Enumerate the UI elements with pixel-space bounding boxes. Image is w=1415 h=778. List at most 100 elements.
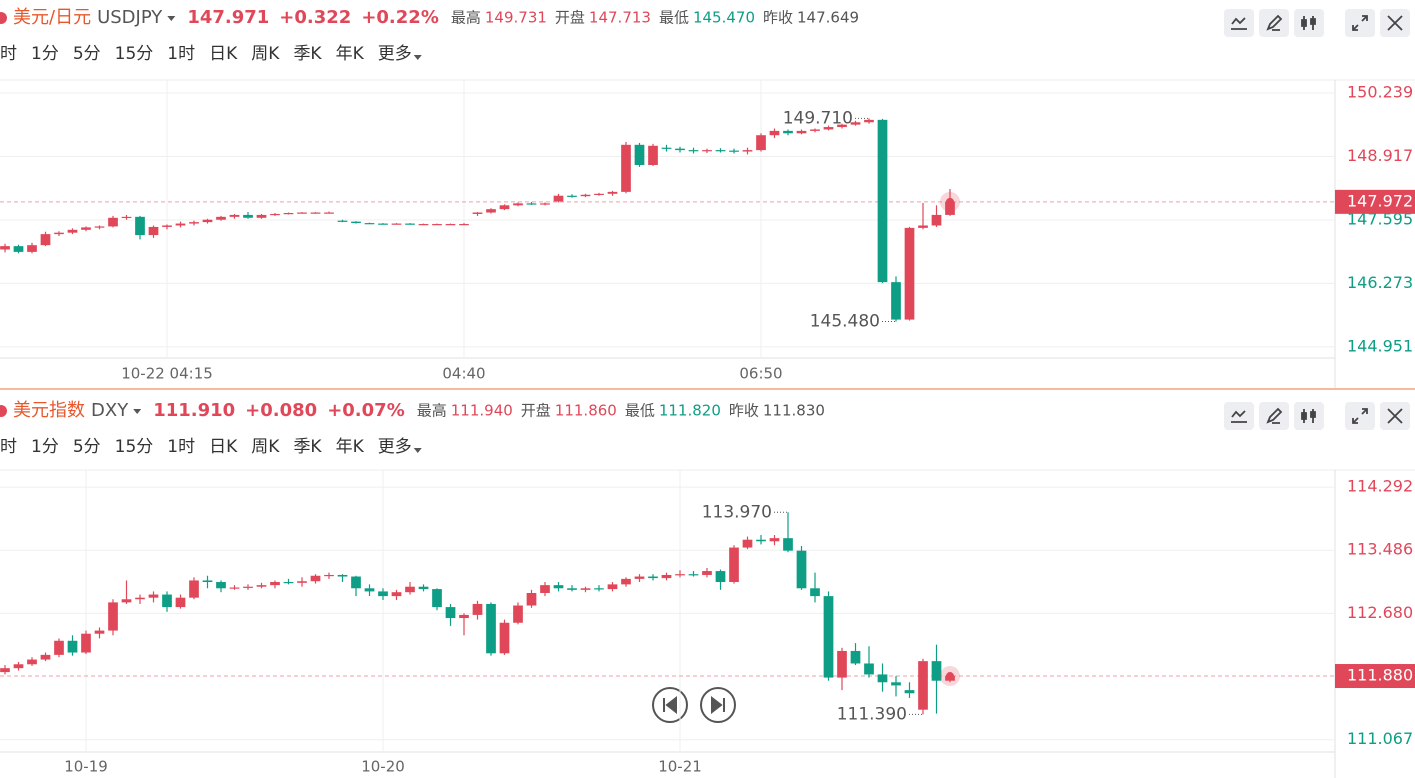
candle-body [459,224,469,226]
candle-body [13,246,24,252]
candle-body [931,214,942,226]
candle-body [13,664,24,669]
candle-body [162,594,172,608]
price-change-pct: +0.22% [361,7,439,28]
period-tab[interactable]: 15分 [115,437,154,457]
candle-body [877,119,888,283]
candle-body [634,576,645,579]
candle-body [94,226,105,228]
candle-body [756,135,766,151]
candle-body [891,282,901,320]
candle-body [553,195,564,202]
instrument-name: 美元指数 [13,400,85,421]
candle-body [432,224,442,226]
candle-body [675,148,685,151]
price-change-pct: +0.07% [327,400,405,421]
toolbar-button[interactable] [1345,9,1375,37]
x-tick-label: 10-21 [658,758,702,776]
period-tab[interactable]: 5分 [73,437,101,457]
y-tick-label: 150.239 [1347,83,1413,102]
symbol-caret[interactable] [167,16,176,21]
stat-label: 昨收 [729,402,759,420]
period-tab[interactable]: 5分 [73,44,101,64]
candle-body [796,550,807,589]
instrument-symbol[interactable]: USDJPY [97,7,163,28]
period-tab[interactable]: 更多 [378,437,412,457]
candle-body [769,130,780,136]
extreme-annotation: 145.480 [810,312,880,332]
toolbar-icon [1231,17,1247,30]
toolbar-button[interactable] [1294,402,1324,430]
toolbar-icon [1387,15,1403,31]
candle-body [864,119,874,123]
period-tab[interactable]: 时 [0,44,17,64]
period-tab[interactable]: 1时 [167,44,195,64]
toolbar-icon [1266,14,1283,31]
candle-body [81,227,91,230]
candle-body [243,214,253,218]
period-tab[interactable]: 15分 [115,44,154,64]
candle-body [648,145,658,165]
candle-body [135,216,145,236]
candle-body [864,663,874,675]
stat-value: 111.830 [763,402,825,420]
toolbar-icon [1301,16,1316,30]
candle-body [918,225,928,228]
period-tab[interactable]: 1分 [31,437,59,457]
period-tab[interactable]: 年K [336,437,365,457]
extreme-annotation: 113.970 [702,502,772,522]
candle-body [324,212,334,214]
candle-body [499,622,510,654]
y-tick-label: 144.951 [1347,336,1413,355]
candle-body [135,597,145,600]
stat-label: 最低 [659,9,689,27]
period-tab[interactable]: 年K [336,44,365,64]
candle-body [540,203,550,205]
period-tab[interactable]: 周K [251,437,280,457]
candle-body [351,576,361,589]
toolbar-button[interactable] [1259,9,1289,37]
playback-controls[interactable] [652,687,736,723]
candle-body [216,216,226,220]
candle-body [661,574,672,579]
period-tab[interactable]: 1时 [167,437,195,457]
symbol-caret[interactable] [133,409,142,414]
candle-body [810,588,820,597]
period-tab[interactable]: 日K [209,44,238,64]
market-dot [0,12,7,24]
candle-body [729,547,739,583]
candle-body [918,661,928,710]
candle-body [648,576,658,579]
candle-body [472,212,483,214]
stat-value: 111.860 [555,402,617,420]
stat-label: 最低 [625,402,655,420]
prev-icon [663,695,677,715]
period-tab[interactable]: 时 [0,437,17,457]
candle-body [850,122,861,125]
stat-value: 149.731 [485,9,547,27]
period-tab[interactable]: 更多 [378,44,412,64]
candle-body [904,690,915,694]
instrument-name: 美元/日元 [13,7,91,28]
price-change: +0.322 [279,7,351,28]
toolbar-button[interactable] [1294,9,1324,37]
candle-body [567,195,577,197]
period-tab[interactable]: 日K [209,437,238,457]
x-tick-label: 10-22 04:15 [121,365,213,383]
candle-body [891,682,901,686]
stat-label: 开盘 [521,402,551,420]
instrument-symbol[interactable]: DXY [91,400,129,421]
toolbar-button[interactable] [1345,402,1375,430]
toolbar-icon [1387,408,1403,424]
period-tab[interactable]: 季K [293,44,322,64]
period-tab[interactable]: 1分 [31,44,59,64]
candle-body [418,586,429,590]
period-tab[interactable]: 季K [293,437,322,457]
period-tab[interactable]: 周K [251,44,280,64]
toolbar-icon [1352,408,1368,424]
pulse-dot [946,197,954,206]
candle-body [189,580,199,598]
toolbar-button[interactable] [1259,402,1289,430]
toolbar-icon [1231,410,1247,423]
